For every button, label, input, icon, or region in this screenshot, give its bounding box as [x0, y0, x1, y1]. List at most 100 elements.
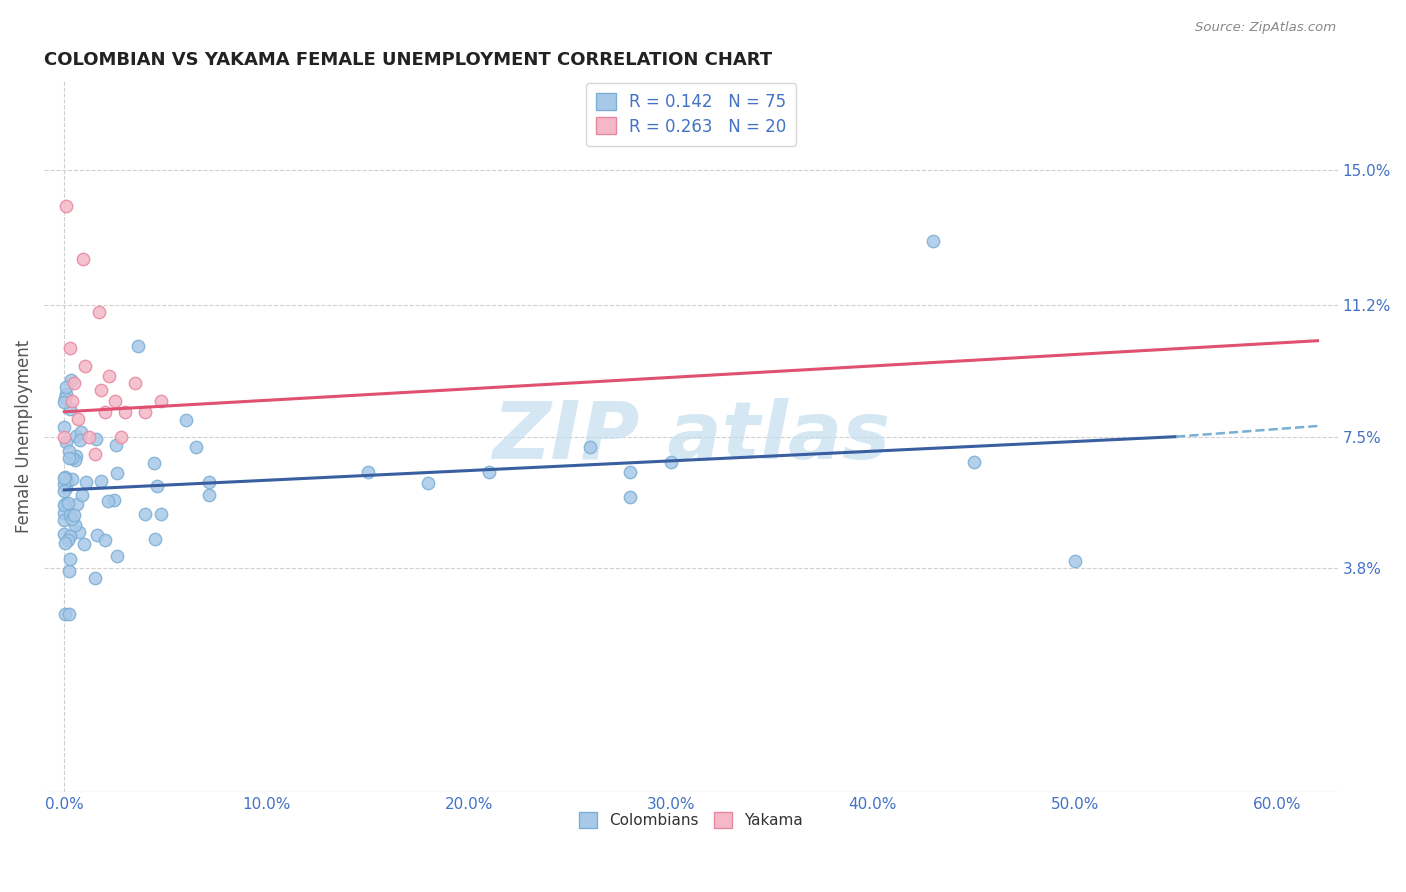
Point — [198, 488, 221, 502]
Point — [58, 450, 80, 465]
Point — [53, 470, 76, 484]
Point — [124, 376, 146, 391]
Point — [55, 387, 77, 401]
Point — [63, 518, 86, 533]
Point — [105, 549, 128, 563]
Point — [104, 438, 127, 452]
Point — [53, 391, 76, 405]
Point — [97, 494, 120, 508]
Point — [62, 508, 84, 522]
Point — [105, 466, 128, 480]
Point — [60, 450, 83, 465]
Text: COLOMBIAN VS YAKAMA FEMALE UNEMPLOYMENT CORRELATION CHART: COLOMBIAN VS YAKAMA FEMALE UNEMPLOYMENT … — [44, 51, 772, 69]
Point — [53, 476, 76, 491]
Point — [83, 447, 105, 461]
Point — [69, 434, 91, 448]
Point — [55, 481, 77, 495]
Point — [53, 506, 76, 520]
Point — [53, 499, 76, 513]
Point — [150, 394, 173, 409]
Point — [53, 484, 76, 499]
Point — [143, 533, 166, 547]
Point — [619, 490, 641, 504]
Text: ZIP atlas: ZIP atlas — [492, 398, 890, 475]
Point — [86, 528, 108, 542]
Point — [60, 373, 83, 387]
Point — [619, 465, 641, 479]
Point — [53, 527, 76, 541]
Point — [59, 508, 82, 522]
Point — [174, 413, 197, 427]
Point — [53, 497, 76, 511]
Point — [53, 430, 76, 444]
Point — [94, 533, 117, 548]
Point — [53, 470, 76, 484]
Point — [58, 533, 80, 548]
Point — [69, 425, 91, 439]
Point — [55, 434, 77, 449]
Point — [127, 339, 149, 353]
Point — [418, 475, 440, 490]
Point — [963, 454, 986, 468]
Point — [58, 607, 80, 622]
Point — [70, 488, 93, 502]
Point — [184, 440, 207, 454]
Point — [53, 536, 76, 550]
Point — [75, 475, 97, 489]
Point — [59, 401, 82, 416]
Point — [59, 529, 82, 543]
Point — [63, 453, 86, 467]
Point — [67, 525, 90, 540]
Point — [58, 496, 80, 510]
Point — [659, 454, 682, 468]
Point — [150, 507, 173, 521]
Point — [110, 430, 132, 444]
Point — [53, 419, 76, 434]
Point — [73, 359, 96, 373]
Point — [53, 607, 76, 622]
Point — [59, 341, 82, 355]
Point — [60, 512, 83, 526]
Text: Source: ZipAtlas.com: Source: ZipAtlas.com — [1195, 21, 1336, 34]
Point — [55, 380, 77, 394]
Point — [143, 456, 166, 470]
Point — [53, 513, 76, 527]
Point — [58, 444, 80, 458]
Point — [579, 440, 602, 454]
Point — [66, 497, 89, 511]
Point — [87, 305, 110, 319]
Point — [134, 508, 156, 522]
Point — [59, 552, 82, 566]
Point — [90, 384, 112, 398]
Point — [89, 474, 111, 488]
Point — [97, 369, 120, 384]
Point — [84, 572, 107, 586]
Point — [145, 479, 167, 493]
Point — [65, 429, 87, 443]
Point — [198, 475, 221, 489]
Point — [65, 449, 87, 463]
Y-axis label: Female Unemployment: Female Unemployment — [15, 340, 32, 533]
Point — [114, 405, 136, 419]
Point — [1064, 554, 1087, 568]
Point — [56, 474, 79, 488]
Point — [94, 405, 117, 419]
Point — [58, 564, 80, 578]
Point — [77, 430, 100, 444]
Point — [73, 537, 96, 551]
Point — [356, 465, 378, 479]
Legend: Colombians, Yakama: Colombians, Yakama — [572, 805, 810, 834]
Point — [103, 492, 125, 507]
Point — [72, 252, 94, 266]
Point — [60, 473, 83, 487]
Point — [55, 199, 77, 213]
Point — [478, 465, 501, 479]
Point — [922, 234, 945, 248]
Point — [134, 405, 156, 419]
Point — [84, 432, 107, 446]
Point — [62, 394, 84, 409]
Point — [63, 376, 86, 391]
Point — [53, 395, 76, 409]
Point — [104, 394, 127, 409]
Point — [67, 412, 90, 426]
